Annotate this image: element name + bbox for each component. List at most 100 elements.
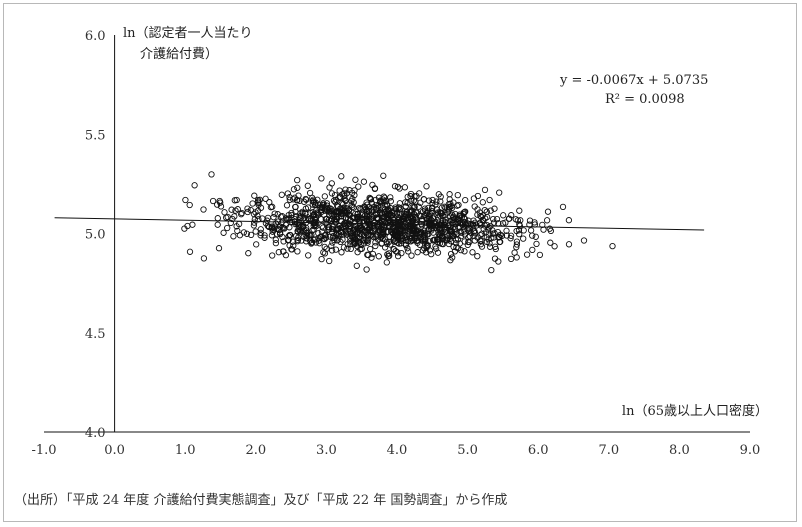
data-point	[390, 246, 398, 253]
data-point	[448, 217, 455, 224]
data-point	[461, 248, 468, 255]
data-point	[290, 196, 297, 203]
data-point	[322, 215, 329, 223]
data-point	[309, 208, 316, 216]
data-point	[234, 206, 241, 213]
data-point	[257, 226, 264, 233]
data-point	[315, 230, 322, 237]
data-point	[334, 203, 342, 210]
data-point	[551, 243, 558, 250]
data-point	[249, 200, 256, 207]
r-squared: R² = 0.0098	[605, 92, 685, 107]
data-point	[328, 180, 335, 187]
data-point	[374, 214, 381, 221]
data-point	[353, 262, 360, 269]
data-point	[470, 228, 478, 235]
data-point	[372, 242, 379, 250]
data-point	[394, 252, 402, 260]
data-point	[330, 197, 338, 204]
data-point	[404, 199, 411, 206]
data-point	[384, 202, 391, 209]
data-point	[456, 240, 463, 247]
data-point	[364, 251, 371, 258]
data-point	[244, 205, 251, 212]
data-point	[394, 210, 401, 217]
data-point	[450, 243, 457, 251]
data-point	[559, 203, 567, 211]
data-point	[290, 186, 298, 193]
data-point	[186, 201, 193, 209]
data-point	[447, 257, 454, 264]
data-point	[458, 229, 465, 236]
data-point	[342, 227, 349, 235]
data-point	[474, 253, 481, 260]
data-point	[363, 211, 370, 218]
data-point	[476, 220, 484, 227]
data-point	[447, 227, 454, 234]
data-point	[470, 195, 478, 202]
data-point	[418, 222, 426, 229]
data-point	[290, 242, 297, 249]
data-point	[414, 239, 421, 246]
data-point	[516, 230, 523, 238]
data-point	[367, 196, 375, 203]
data-point	[324, 206, 331, 213]
data-point	[332, 198, 339, 206]
data-point	[349, 234, 356, 241]
data-point	[469, 249, 476, 256]
data-point	[230, 233, 237, 240]
data-point	[284, 190, 291, 197]
data-point	[434, 209, 441, 216]
data-point	[383, 198, 390, 205]
data-point	[491, 255, 499, 262]
data-point	[261, 234, 268, 241]
data-point	[310, 226, 317, 233]
data-point	[250, 222, 258, 229]
data-point	[247, 231, 255, 239]
source-note: （出所）「平成 24 年度 介護給付費実態調査」及び「平成 22 年 国勢調査」…	[14, 493, 508, 508]
data-point	[543, 217, 551, 224]
data-point	[251, 192, 258, 199]
data-point	[318, 255, 325, 263]
data-point	[408, 233, 415, 240]
data-point	[523, 251, 531, 258]
data-point	[402, 242, 410, 249]
data-point	[428, 209, 435, 216]
data-point	[234, 227, 241, 235]
data-point	[429, 200, 436, 207]
data-point	[302, 209, 309, 216]
data-point	[289, 238, 296, 245]
data-point	[332, 246, 340, 253]
data-point	[191, 182, 198, 189]
data-point	[507, 255, 515, 263]
data-point	[411, 203, 418, 210]
data-point	[386, 220, 394, 227]
data-point	[481, 186, 489, 194]
data-point	[358, 226, 365, 234]
data-point	[565, 241, 573, 248]
data-point	[280, 248, 287, 255]
data-point	[224, 224, 231, 232]
data-point	[429, 196, 436, 204]
data-point	[364, 207, 371, 215]
data-point	[233, 196, 240, 204]
data-point	[363, 266, 370, 273]
data-point	[338, 173, 345, 180]
data-point	[483, 221, 490, 229]
data-point	[351, 226, 358, 234]
data-point	[355, 183, 362, 190]
data-point	[292, 203, 299, 211]
data-point	[375, 253, 382, 260]
data-point	[520, 227, 527, 234]
data-point	[250, 210, 258, 218]
y-tick-label: 5.0	[85, 228, 106, 243]
data-point	[385, 250, 393, 257]
data-point	[423, 183, 430, 190]
data-point	[294, 184, 301, 191]
data-point	[424, 208, 431, 215]
data-point	[314, 211, 322, 219]
data-point	[539, 221, 546, 229]
data-point	[355, 235, 363, 242]
data-point	[321, 193, 328, 200]
data-point	[344, 245, 351, 252]
